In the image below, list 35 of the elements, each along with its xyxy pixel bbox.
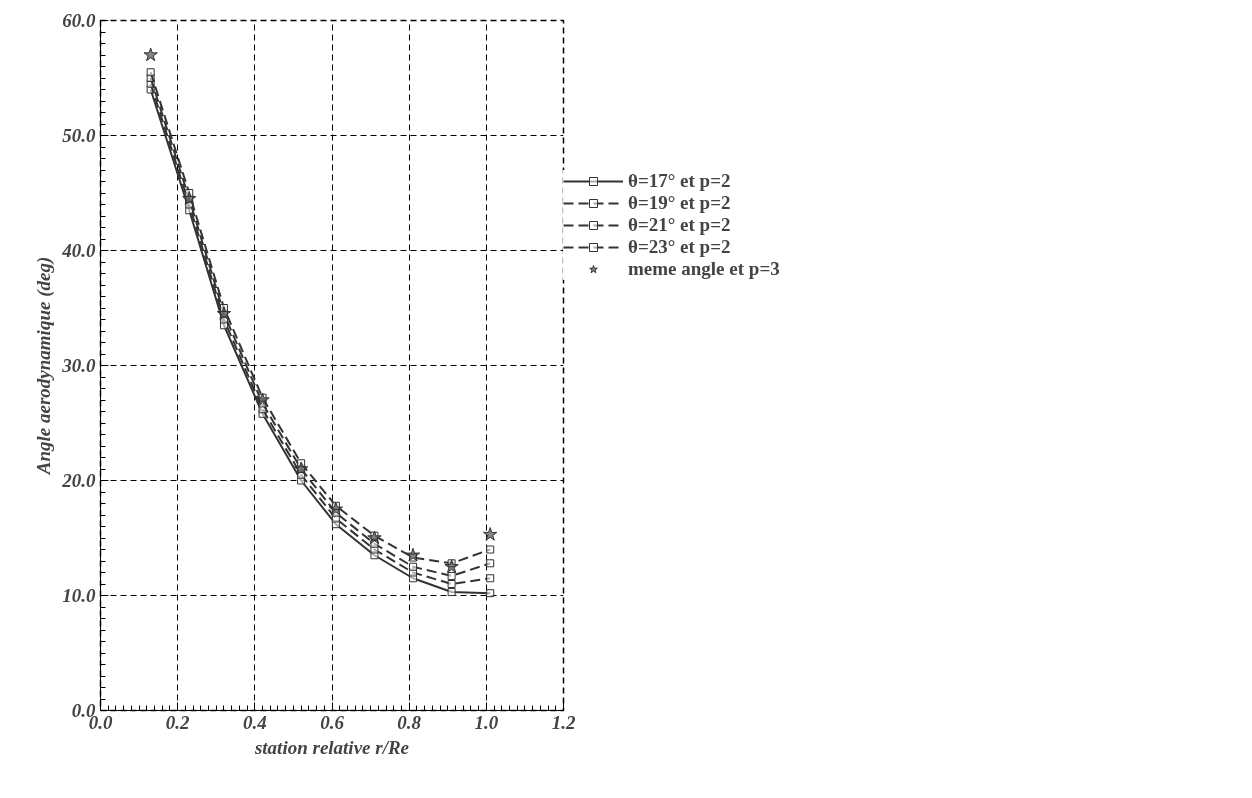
point	[486, 559, 495, 568]
y-tick-label: 20.0	[61, 470, 96, 491]
y-tick-label: 50.0	[62, 125, 96, 146]
x-tick-label: 1.2	[551, 711, 576, 733]
x-axis-title: station relative r/Re	[253, 736, 410, 758]
point	[328, 501, 344, 516]
x-tick-label: 0.8	[397, 711, 422, 733]
point	[447, 580, 456, 588]
point	[486, 589, 495, 598]
point	[255, 392, 270, 407]
x-tick-label: 0.6	[320, 711, 345, 733]
x-tick-label: 0.4	[242, 711, 267, 733]
point	[483, 527, 498, 541]
y-tick-label: 60.0	[62, 10, 96, 31]
point	[444, 559, 459, 573]
legend-label: θ=23° et p=2	[628, 236, 731, 258]
legend-label: θ=17° et p=2	[628, 170, 731, 192]
point	[486, 545, 495, 554]
legend-label: meme angle et p=3	[628, 258, 780, 280]
y-tick-label: 10.0	[62, 585, 96, 606]
point	[447, 588, 456, 597]
legend-label: θ=21° et p=2	[628, 214, 731, 236]
y-axis-title: Angle aerodynamique (deg)	[33, 256, 56, 476]
point	[486, 574, 495, 583]
point	[367, 530, 382, 545]
point	[447, 571, 456, 580]
point	[409, 562, 418, 571]
x-tick-label: 1.0	[474, 711, 499, 733]
y-tick-label: 30.0	[61, 355, 96, 376]
point	[146, 68, 155, 77]
y-tick-label: 40.0	[61, 240, 96, 261]
point	[143, 47, 158, 62]
point	[405, 547, 421, 562]
legend-label: θ=19° et p=2	[628, 192, 731, 214]
x-tick-label: 0.2	[165, 711, 191, 733]
